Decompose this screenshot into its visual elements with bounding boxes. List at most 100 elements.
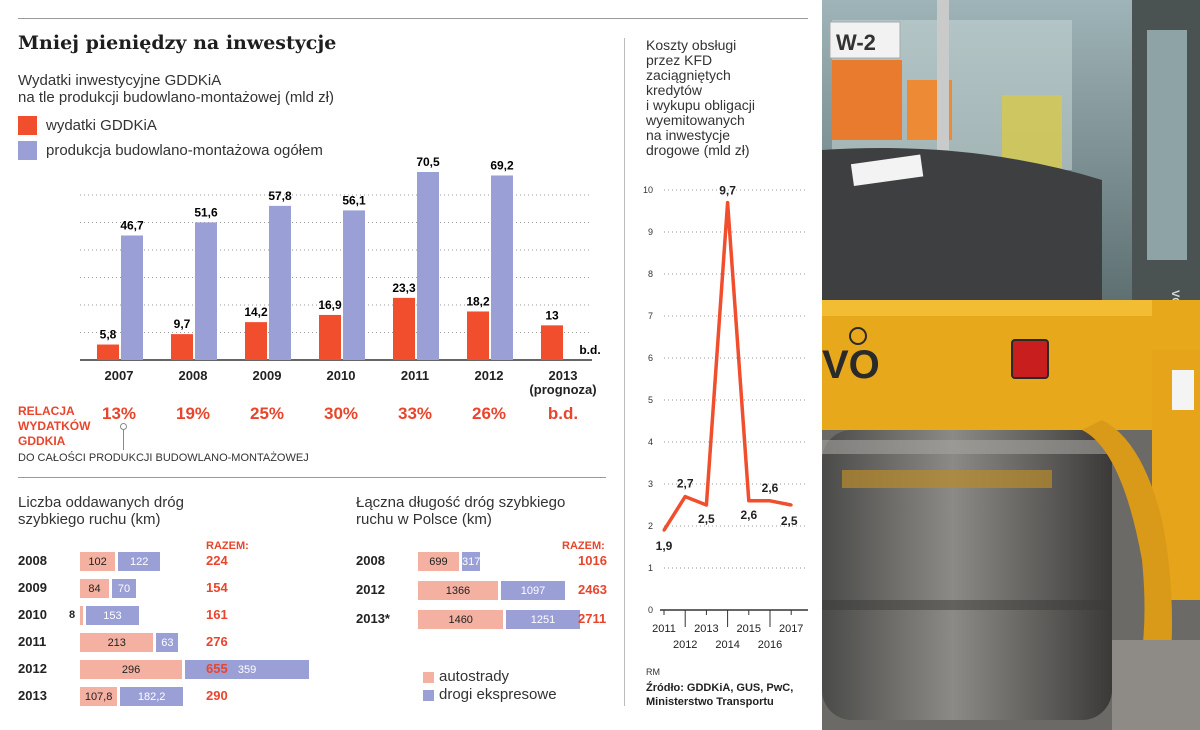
y-tick-label: 0 xyxy=(648,605,653,615)
x-tick-label: 2014 xyxy=(715,639,739,651)
bar-label-production: 46,7 xyxy=(120,218,144,232)
segment-autostrady: 699 xyxy=(418,552,459,571)
segment-autostrady xyxy=(80,606,83,625)
line-point-label: 2,6 xyxy=(740,508,757,522)
y-tick-label: 9 xyxy=(648,227,653,237)
bar-label-gddkia: 18,2 xyxy=(466,294,490,308)
section-rule xyxy=(18,477,606,478)
legend-swatch-ekspresowe xyxy=(423,690,434,701)
row-year: 2009 xyxy=(18,580,47,595)
bar-production-2007 xyxy=(121,235,143,360)
legend-swatch-production xyxy=(18,141,37,160)
ratio-value: 25% xyxy=(249,404,285,423)
bar-label-gddkia: 5,8 xyxy=(100,328,117,342)
category-label: 2012 xyxy=(475,368,504,383)
category-label: 2013 xyxy=(549,368,578,383)
bar-label-production: 70,5 xyxy=(416,155,440,169)
road-roller-illustration: W-2 VOLVO VO xyxy=(822,0,1200,730)
bar-production-2011 xyxy=(417,172,439,360)
x-tick-label: 2015 xyxy=(737,623,761,635)
row-total: 290 xyxy=(206,688,228,703)
y-tick-label: 8 xyxy=(648,269,653,279)
ratio-value: 33% xyxy=(397,404,433,423)
bar-gddkia-2007 xyxy=(97,344,119,360)
legend-label-ekspresowe: drogi ekspresowe xyxy=(439,686,557,703)
cost-subtitle-line4: kredytów xyxy=(646,82,703,98)
cost-line-chart: 0 1 2 3 4 5 6 7 8 9 10 2011 2012 2013 2014 2015 2016 2017… xyxy=(643,184,808,651)
row-year: 2013 xyxy=(18,688,47,703)
column-rule xyxy=(624,38,625,706)
line-point-label: 1,9 xyxy=(656,539,673,553)
length-chart-subtitle: Łączna długość dróg szybkiego ruchu w Po… xyxy=(356,494,565,528)
row-total: 161 xyxy=(206,607,228,622)
line-point-label: 2,5 xyxy=(781,514,798,528)
line-point xyxy=(662,528,666,532)
row-year: 2010 xyxy=(18,607,47,622)
line-point xyxy=(747,499,751,503)
roads-chart-subtitle-line2: szybkiego ruchu (km) xyxy=(18,511,161,528)
ratio-value: 13% xyxy=(101,404,137,423)
segment-autostrady: 213 xyxy=(80,633,154,652)
bar-gddkia-2010 xyxy=(319,314,341,360)
row-total: 276 xyxy=(206,634,228,649)
legend-label-autostrady: autostrady xyxy=(439,668,510,685)
line-point-label: 2,5 xyxy=(698,512,715,526)
segment-autostrady-outside-label: 8 xyxy=(69,609,76,621)
segment-ekspresowe: 1097 xyxy=(500,581,566,600)
ratio-value: b.d. xyxy=(547,404,579,423)
segment-ekspresowe: 359 xyxy=(185,660,309,679)
row-total: 2711 xyxy=(578,611,607,626)
bar-label-production: 51,6 xyxy=(194,205,218,219)
y-tick-label: 1 xyxy=(648,563,653,573)
legend-swatch-gddkia xyxy=(18,116,37,135)
category-label: 2008 xyxy=(179,368,208,383)
category-label: 2007 xyxy=(105,368,134,383)
bar-label-production: 57,8 xyxy=(268,189,292,203)
line-point-label: 9,7 xyxy=(719,184,736,198)
segment-autostrady: 1366 xyxy=(418,581,498,600)
main-chart-subtitle-line1: Wydatki inwestycyjne GDDKiA xyxy=(18,72,222,89)
source-note: Źródło: GDDKiA, GUS, PwC, Ministerstwo T… xyxy=(646,681,793,709)
bar-label-gddkia: 14,2 xyxy=(244,305,268,319)
cost-subtitle-line7: na inwestycje xyxy=(646,127,731,143)
cost-subtitle-line5: i wykupu obligacji xyxy=(646,97,755,113)
line-point-label: 2,6 xyxy=(762,481,779,495)
bar-gddkia-2011 xyxy=(393,297,415,360)
category-label: 2009 xyxy=(253,368,282,383)
row-year: 2012 xyxy=(18,661,47,676)
source-line1: Źródło: GDDKiA, GUS, PwC, xyxy=(646,682,794,694)
cost-subtitle-line1: Koszty obsługi xyxy=(646,37,737,53)
bar-label-gddkia: 13 xyxy=(545,308,559,322)
bar-production-2008 xyxy=(195,222,217,360)
ratio-caption-line1: RELACJA xyxy=(18,404,75,418)
sign-text: W-2 xyxy=(836,30,876,55)
y-tick-label: 2 xyxy=(648,521,653,531)
length-chart-subtitle-line1: Łączna długość dróg szybkiego xyxy=(356,494,566,511)
line-point xyxy=(789,503,793,507)
cost-subtitle-line3: zaciągniętych xyxy=(646,67,731,83)
row-year: 2012 xyxy=(356,582,385,597)
ratio-value: 30% xyxy=(323,404,359,423)
cost-subtitle-line8: drogowe (mld zł) xyxy=(646,142,750,158)
road-roller-photo: W-2 VOLVO VO xyxy=(822,0,1200,730)
segment-autostrady: 296 xyxy=(80,660,183,679)
main-bar-chart: 5,8 46,7 2007 9,7 51,6 2008 14,2 57,8 2009 16,9 56… xyxy=(80,155,601,397)
y-tick-label: 10 xyxy=(643,185,653,195)
bar-gddkia-2009 xyxy=(245,322,267,360)
ratio-caption-line3: GDDKIA xyxy=(18,434,66,448)
bar-label-production: 69,2 xyxy=(490,158,514,172)
x-tick-label: 2012 xyxy=(673,639,697,651)
row-total: 154 xyxy=(206,580,228,595)
source-line2: Ministerstwo Transportu xyxy=(646,696,774,708)
row-year: 2008 xyxy=(356,553,385,568)
row-total: 655 xyxy=(206,661,228,676)
line-point xyxy=(768,499,772,503)
main-chart-subtitle-line2: na tle produkcji budowlano-montażowej (m… xyxy=(18,89,334,106)
bar-production-2010 xyxy=(343,210,365,360)
category-label: 2011 xyxy=(401,368,429,383)
line-point xyxy=(683,495,687,499)
line-point-label: 2,7 xyxy=(677,477,694,491)
segment-ekspresowe: 63 xyxy=(156,633,179,652)
segment-ekspresowe: 70 xyxy=(111,579,137,598)
ratio-caption-line2: WYDATKÓW xyxy=(18,419,91,433)
